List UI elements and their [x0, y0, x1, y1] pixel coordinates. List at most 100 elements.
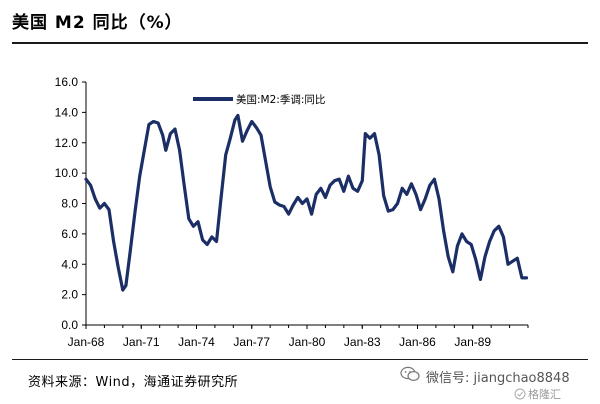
watermark-logo-icon — [514, 388, 526, 400]
data-point — [406, 193, 408, 195]
data-point — [283, 205, 285, 208]
data-point — [470, 243, 472, 246]
figure-title: 美国 M2 同比（%） — [12, 13, 183, 33]
data-point — [438, 198, 440, 200]
data-point — [165, 149, 167, 151]
data-point — [352, 187, 354, 189]
y-tick-label: 16.0 — [55, 75, 79, 89]
data-point — [192, 225, 194, 227]
data-point — [301, 202, 303, 205]
data-point — [125, 284, 127, 287]
data-point — [420, 209, 422, 211]
data-point — [401, 187, 403, 189]
data-point — [278, 204, 280, 206]
data-point — [122, 289, 124, 291]
data-point — [461, 233, 463, 235]
data-point — [447, 256, 449, 258]
data-point — [343, 190, 345, 192]
y-tick-label: 12.0 — [55, 136, 79, 150]
data-point — [507, 263, 509, 265]
data-point — [369, 137, 371, 139]
data-point — [229, 137, 231, 139]
data-point — [347, 175, 349, 177]
y-tick-label: 10.0 — [55, 166, 79, 180]
x-tick-label: Jan-71 — [123, 335, 160, 349]
data-point — [215, 240, 218, 243]
data-point — [179, 149, 181, 151]
data-point — [152, 120, 155, 123]
data-point — [183, 184, 185, 186]
data-point — [334, 180, 336, 182]
data-point — [94, 198, 96, 200]
data-point — [188, 218, 190, 220]
data-point — [108, 209, 110, 211]
data-point — [364, 133, 366, 135]
data-point — [415, 193, 417, 195]
data-point — [433, 178, 435, 180]
data-point — [255, 127, 257, 129]
x-tick-label: Jan-77 — [233, 335, 270, 349]
bottom-rule — [12, 359, 588, 360]
data-point — [479, 278, 481, 280]
data-point — [357, 190, 359, 192]
wechat-id: 微信号: jiangchao8848 — [426, 371, 570, 386]
data-point — [206, 243, 208, 246]
data-point — [292, 204, 294, 206]
data-point — [148, 123, 150, 126]
data-point — [489, 240, 491, 243]
data-point — [493, 230, 495, 232]
data-point — [134, 210, 136, 212]
data-point — [129, 248, 132, 250]
data-point — [387, 210, 389, 212]
data-point — [225, 154, 227, 156]
data-point — [143, 149, 145, 151]
data-point — [237, 114, 239, 116]
data-point — [443, 230, 445, 232]
x-tick-label: Jan-89 — [454, 335, 491, 349]
data-point — [169, 133, 171, 135]
data-point — [117, 266, 119, 268]
data-point — [288, 213, 290, 215]
data-point — [502, 236, 504, 238]
x-tick-label: Jan-86 — [399, 335, 436, 349]
data-point — [516, 257, 518, 259]
data-point — [452, 271, 454, 273]
data-point — [113, 240, 115, 243]
watermark: 格隆汇 — [528, 388, 561, 401]
data-point — [103, 202, 105, 205]
data-point — [211, 236, 213, 238]
data-point — [410, 183, 412, 185]
data-point — [396, 202, 399, 205]
data-point — [265, 160, 267, 162]
y-tick-label: 14.0 — [55, 105, 79, 119]
y-tick-label: 0.0 — [61, 318, 78, 332]
data-point — [315, 193, 317, 195]
data-point — [361, 180, 363, 182]
data-point — [174, 128, 176, 130]
y-tick-label: 8.0 — [61, 197, 78, 211]
wechat-icon — [400, 366, 420, 382]
y-tick-label: 2.0 — [61, 288, 78, 302]
legend-label: 美国:M2:季调:同比 — [236, 93, 325, 106]
y-tick-label: 6.0 — [61, 227, 78, 241]
data-point — [274, 201, 276, 203]
data-point — [197, 221, 199, 223]
data-point — [85, 178, 87, 180]
x-tick-label: Jan-68 — [68, 335, 105, 349]
title-rule — [12, 42, 588, 44]
data-point — [456, 245, 458, 247]
x-tick-label: Jan-83 — [344, 335, 381, 349]
data-point — [383, 195, 385, 197]
data-point — [512, 260, 514, 262]
data-point — [521, 277, 523, 279]
x-tick-label: Jan-80 — [289, 335, 326, 349]
data-point — [162, 134, 164, 136]
data-point — [90, 184, 92, 186]
data-point — [373, 133, 376, 135]
data-point — [338, 178, 340, 180]
data-point — [269, 186, 271, 188]
data-point — [157, 122, 159, 124]
data-point — [329, 184, 331, 186]
data-point — [234, 119, 236, 121]
